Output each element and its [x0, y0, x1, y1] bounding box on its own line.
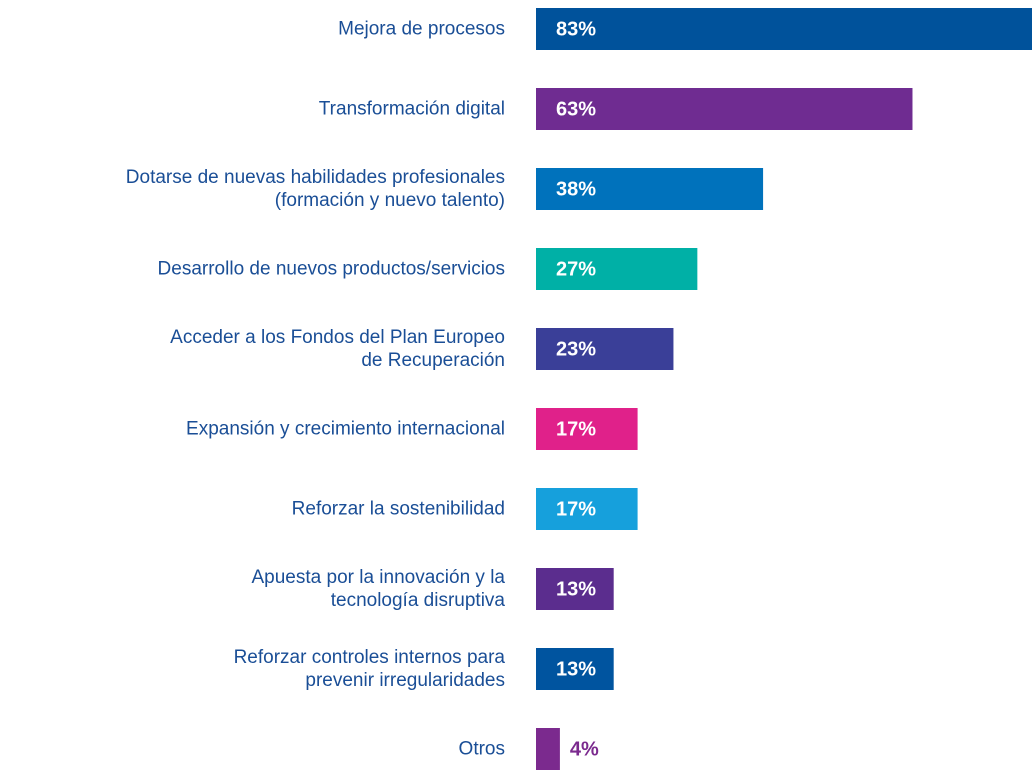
- bar: [536, 728, 560, 770]
- value-label: 17%: [556, 498, 596, 520]
- bar: [536, 568, 614, 610]
- category-label: Apuesta por la innovación y la tecnologí…: [251, 567, 506, 611]
- bar: [536, 168, 764, 210]
- category-label: Otros: [458, 738, 505, 760]
- bar: [536, 328, 674, 370]
- value-label: 13%: [556, 658, 596, 680]
- category-label: Acceder a los Fondos del Plan Europeo de…: [170, 327, 505, 371]
- category-label: Desarrollo de nuevos productos/servicios: [157, 258, 505, 280]
- category-label: Mejora de procesos: [338, 18, 505, 40]
- value-label: 23%: [556, 338, 596, 360]
- category-label: Expansión y crecimiento internacional: [186, 418, 505, 440]
- value-label: 63%: [556, 98, 596, 120]
- value-label: 27%: [556, 258, 596, 280]
- value-label: 38%: [556, 178, 596, 200]
- bar: [536, 88, 913, 130]
- bar: [536, 8, 1032, 50]
- value-label: 4%: [570, 738, 599, 760]
- value-label: 83%: [556, 18, 596, 40]
- bar: [536, 248, 698, 290]
- bar: [536, 488, 638, 530]
- value-label: 17%: [556, 418, 596, 440]
- category-label: Dotarse de nuevas habilidades profesiona…: [125, 167, 505, 211]
- category-label: Transformación digital: [318, 98, 505, 120]
- category-label: Reforzar controles internos para preveni…: [233, 647, 505, 691]
- value-label: 13%: [556, 578, 596, 600]
- bar: [536, 648, 614, 690]
- bar: [536, 408, 638, 450]
- category-label: Reforzar la sostenibilidad: [291, 498, 505, 520]
